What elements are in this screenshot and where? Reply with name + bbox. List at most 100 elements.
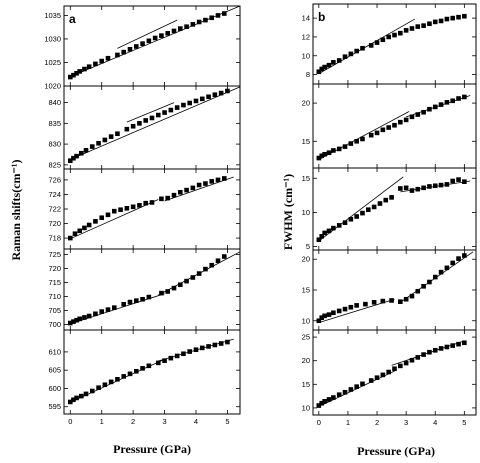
data-point bbox=[190, 275, 196, 280]
y-tick-label: 5 bbox=[306, 242, 310, 251]
data-point bbox=[199, 96, 205, 102]
data-point bbox=[371, 300, 377, 305]
data-point bbox=[124, 126, 130, 132]
data-point bbox=[187, 349, 193, 354]
y-tick-label: 600 bbox=[48, 384, 61, 393]
data-point bbox=[415, 112, 421, 117]
y-tick-label: 610 bbox=[48, 347, 61, 356]
x-tick-label: 3 bbox=[404, 418, 408, 427]
data-point bbox=[127, 371, 133, 377]
fit-line bbox=[70, 86, 241, 160]
y-tick-label: 715 bbox=[48, 278, 61, 287]
data-point bbox=[462, 340, 467, 346]
right-y-axis-title: FWHM (cm⁻¹) bbox=[281, 174, 295, 250]
data-point bbox=[360, 45, 365, 51]
data-point bbox=[377, 201, 383, 206]
data-point bbox=[322, 230, 327, 236]
data-point bbox=[74, 70, 79, 76]
data-point bbox=[193, 98, 199, 104]
data-point bbox=[102, 382, 108, 388]
y-tick-label: 15 bbox=[302, 137, 310, 146]
data-point bbox=[99, 215, 105, 221]
data-point bbox=[115, 131, 120, 137]
data-point bbox=[215, 13, 221, 18]
data-point bbox=[331, 148, 336, 153]
data-point bbox=[348, 387, 354, 392]
data-point bbox=[121, 49, 127, 55]
data-point bbox=[456, 14, 461, 20]
data-point bbox=[421, 109, 426, 115]
data-point bbox=[184, 24, 189, 30]
data-point bbox=[319, 234, 325, 239]
data-point bbox=[456, 177, 461, 182]
data-point bbox=[444, 265, 450, 271]
y-tick-label: 10 bbox=[302, 403, 310, 412]
data-point bbox=[456, 96, 461, 101]
data-point bbox=[130, 204, 136, 210]
data-point bbox=[322, 399, 327, 404]
panel-a-2: 825 830 835 840 bbox=[48, 85, 241, 170]
data-point bbox=[143, 118, 149, 123]
data-point bbox=[165, 289, 171, 294]
y-tick-label: 20 bbox=[302, 255, 310, 264]
data-point bbox=[326, 150, 332, 156]
data-point bbox=[196, 19, 202, 25]
data-point bbox=[177, 189, 183, 195]
y-tick-label: 840 bbox=[48, 98, 61, 107]
data-point bbox=[181, 351, 186, 357]
x-tick-label: 1 bbox=[346, 418, 350, 427]
y-tick-label: 835 bbox=[48, 119, 61, 128]
panel-a-3: 718 720 722 724 726 bbox=[48, 168, 241, 250]
panel-a-4: 700 705 710 715 720 725 bbox=[48, 248, 241, 331]
plot-frame bbox=[312, 329, 477, 416]
data-point bbox=[111, 305, 117, 310]
data-point bbox=[389, 298, 394, 303]
x-tick-label: 4 bbox=[433, 418, 437, 427]
data-point bbox=[326, 312, 332, 317]
data-point bbox=[152, 35, 158, 41]
y-tick-label: 14 bbox=[302, 14, 310, 23]
data-point bbox=[354, 214, 359, 219]
fit-line bbox=[318, 18, 416, 74]
data-point bbox=[438, 182, 444, 188]
data-point bbox=[96, 140, 101, 146]
data-point bbox=[171, 28, 177, 34]
data-point bbox=[124, 205, 130, 211]
data-point bbox=[137, 203, 142, 208]
panel-b-1: 8 10 12 14 b bbox=[302, 3, 477, 85]
data-point bbox=[354, 48, 359, 54]
data-point bbox=[108, 134, 114, 139]
data-point bbox=[444, 16, 450, 22]
x-tick-label: 0 bbox=[317, 418, 321, 427]
y-tick-label: 15 bbox=[302, 380, 310, 389]
data-point bbox=[368, 378, 374, 383]
y-tick-label: 605 bbox=[48, 366, 61, 375]
data-point bbox=[171, 192, 177, 198]
data-point bbox=[427, 106, 432, 112]
data-point bbox=[432, 348, 438, 353]
y-tick-label: 710 bbox=[48, 292, 61, 301]
data-point bbox=[159, 290, 164, 296]
data-point bbox=[168, 107, 174, 113]
data-point bbox=[316, 155, 322, 161]
data-point bbox=[348, 216, 354, 222]
data-point bbox=[444, 344, 450, 350]
data-point bbox=[427, 279, 432, 285]
data-point bbox=[133, 368, 139, 374]
data-point bbox=[177, 26, 183, 31]
data-point bbox=[83, 148, 89, 153]
y-tick-label: 825 bbox=[48, 160, 61, 169]
data-point bbox=[212, 92, 218, 98]
panel-b-3: 5 10 15 bbox=[302, 167, 477, 251]
data-point bbox=[319, 153, 325, 159]
data-point bbox=[380, 372, 386, 378]
y-tick-label: 700 bbox=[48, 320, 61, 329]
data-point bbox=[165, 30, 171, 36]
data-point bbox=[409, 293, 415, 299]
y-tick-label: 725 bbox=[48, 250, 61, 259]
data-point bbox=[140, 366, 145, 371]
data-point bbox=[74, 153, 79, 159]
data-point bbox=[354, 384, 359, 389]
